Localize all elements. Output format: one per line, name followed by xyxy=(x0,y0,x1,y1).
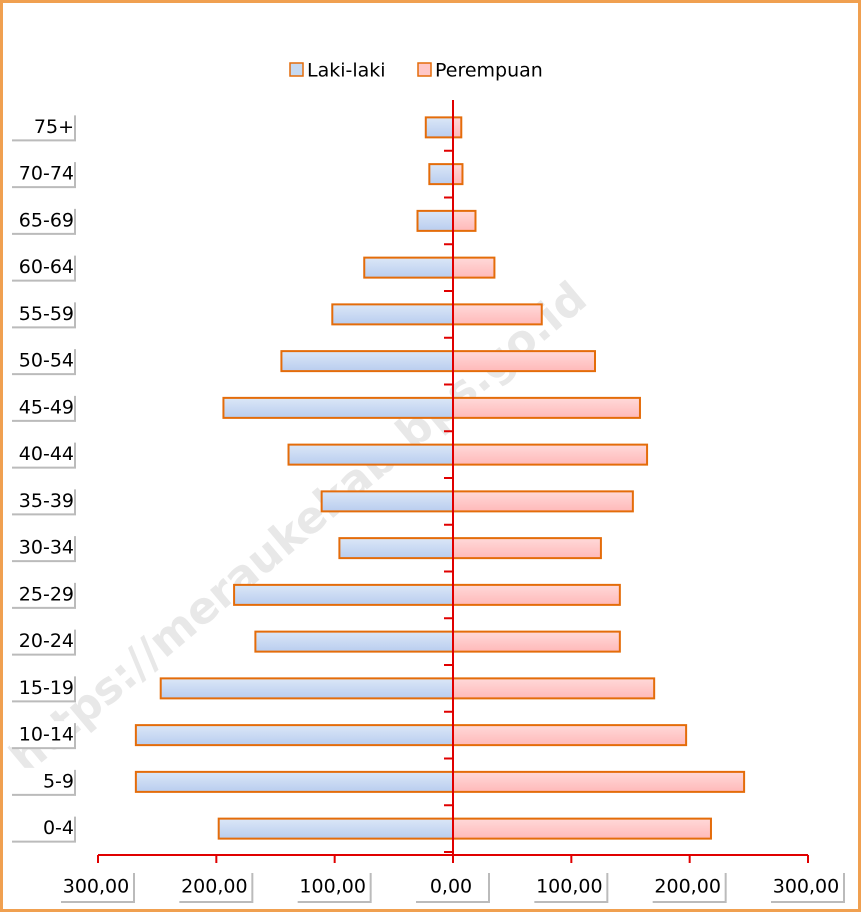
bar xyxy=(320,490,454,513)
label-box xyxy=(10,160,74,187)
label-box xyxy=(532,871,607,901)
label-box xyxy=(10,253,74,280)
y-tick-label: 65-69 xyxy=(19,209,74,231)
y-tick-label: 40-44 xyxy=(19,443,74,465)
label-box xyxy=(10,580,74,607)
x-tick-label: 200,00 xyxy=(181,876,247,898)
bar xyxy=(338,537,454,560)
label-box xyxy=(10,674,74,701)
y-tick-label: 75+ xyxy=(34,116,74,138)
y-tick-label: 50-54 xyxy=(19,350,74,372)
x-tick-label: 300,00 xyxy=(773,876,839,898)
bar xyxy=(452,490,634,513)
y-tick-label: 70-74 xyxy=(19,163,74,185)
x-tick-label: 0,00 xyxy=(430,876,472,898)
bar xyxy=(233,583,454,606)
bar xyxy=(222,396,454,419)
bar xyxy=(452,677,656,700)
label-box xyxy=(769,871,843,901)
bar xyxy=(452,209,477,232)
label-box xyxy=(10,487,74,514)
y-tick-label: 55-59 xyxy=(19,303,74,325)
label-box xyxy=(10,113,74,140)
bar xyxy=(452,163,464,186)
bar xyxy=(331,303,454,326)
label-box xyxy=(10,300,74,327)
label-box xyxy=(650,871,725,901)
legend-label: Perempuan xyxy=(435,60,543,82)
y-tick-label: 20-24 xyxy=(19,630,74,652)
bar xyxy=(134,770,454,793)
bar xyxy=(452,770,746,793)
x-tick-label: 100,00 xyxy=(536,876,602,898)
bar xyxy=(452,817,712,840)
label-box xyxy=(59,871,133,901)
label-box xyxy=(10,814,74,841)
bar xyxy=(452,303,543,326)
bar xyxy=(452,630,621,653)
bar xyxy=(452,537,602,560)
label-box xyxy=(10,721,74,748)
x-tick-label: 200,00 xyxy=(654,876,720,898)
bar xyxy=(452,583,621,606)
label-box xyxy=(10,767,74,794)
y-tick-label: 15-19 xyxy=(19,677,74,699)
x-tick-label: 300,00 xyxy=(63,876,129,898)
bar xyxy=(280,350,454,373)
legend-label: Laki-laki xyxy=(307,60,386,82)
label-box xyxy=(10,206,74,233)
label-box xyxy=(10,393,74,420)
x-tick-label: 100,00 xyxy=(299,876,365,898)
bar xyxy=(134,724,454,747)
y-tick-label: 35-39 xyxy=(19,490,74,512)
bar xyxy=(254,630,454,653)
bar xyxy=(452,350,596,373)
legend-swatch xyxy=(417,62,432,77)
y-tick-label: 0-4 xyxy=(43,817,74,839)
y-tick-label: 60-64 xyxy=(19,256,74,278)
bar xyxy=(452,724,688,747)
y-tick-label: 10-14 xyxy=(19,724,74,746)
y-tick-label: 5-9 xyxy=(43,770,74,792)
bar xyxy=(217,817,454,840)
label-box xyxy=(10,347,74,374)
bar xyxy=(287,443,454,466)
bar xyxy=(452,116,463,139)
bar xyxy=(363,256,454,279)
bar xyxy=(159,677,454,700)
label-box xyxy=(10,440,74,467)
y-tick-label: 30-34 xyxy=(19,537,74,559)
label-box xyxy=(295,871,370,901)
label-box xyxy=(10,534,74,561)
bar xyxy=(416,209,454,232)
y-tick-label: 25-29 xyxy=(19,583,74,605)
label-box xyxy=(10,627,74,654)
label-box xyxy=(414,871,488,901)
bar xyxy=(452,443,649,466)
y-tick-label: 45-49 xyxy=(19,396,74,418)
legend-swatch xyxy=(289,62,304,77)
bar xyxy=(452,396,641,419)
bar xyxy=(428,163,455,186)
bar xyxy=(452,256,496,279)
bar xyxy=(424,116,454,139)
label-box xyxy=(177,871,252,901)
